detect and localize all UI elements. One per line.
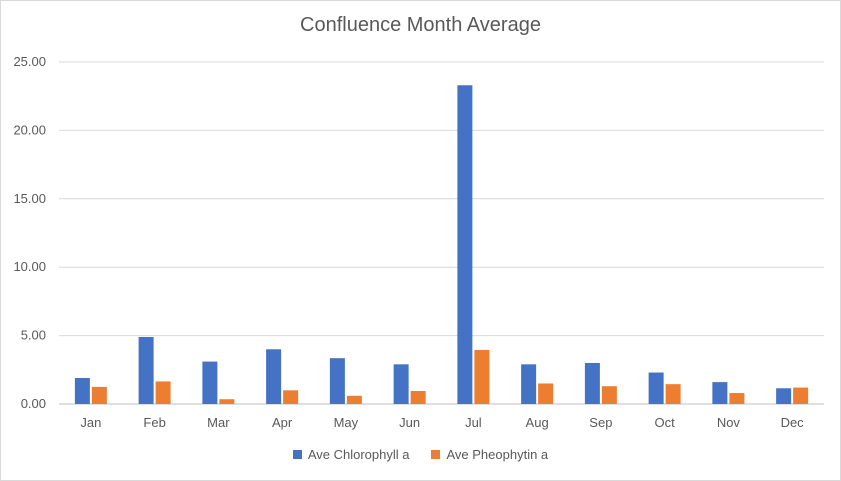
x-tick-label: Jun <box>399 415 420 430</box>
x-tick-label: Aug <box>526 415 549 430</box>
bar-chlorophyll-apr <box>266 349 282 404</box>
legend-item-chlorophyll: Ave Chlorophyll a <box>292 447 410 462</box>
x-tick-label: Oct <box>655 415 676 430</box>
bar-pheophytin-oct <box>665 384 681 404</box>
legend-label-pheophytin: Ave Pheophytin a <box>446 447 549 462</box>
bar-pheophytin-nov <box>729 393 745 404</box>
bar-pheophytin-may <box>346 395 362 404</box>
bar-pheophytin-jun <box>410 391 426 404</box>
bar-chlorophyll-nov <box>712 382 728 404</box>
bar-chlorophyll-oct <box>648 372 664 404</box>
y-tick-label: 5.00 <box>21 328 46 343</box>
bar-pheophytin-feb <box>155 381 171 404</box>
y-tick-label: 15.00 <box>13 191 46 206</box>
bar-chlorophyll-mar <box>202 361 218 404</box>
legend-swatch-pheophytin <box>431 450 441 459</box>
bar-chlorophyll-jan <box>74 378 90 404</box>
y-tick-label: 20.00 <box>13 122 46 137</box>
x-tick-label: Feb <box>143 415 165 430</box>
x-tick-label: Jan <box>80 415 101 430</box>
bar-chlorophyll-may <box>329 358 345 404</box>
x-tick-label: Mar <box>207 415 230 430</box>
bar-chlorophyll-dec <box>776 388 792 404</box>
bar-pheophytin-apr <box>283 390 299 404</box>
x-tick-label: Apr <box>272 415 293 430</box>
x-tick-label: Dec <box>781 415 805 430</box>
y-tick-label: 10.00 <box>13 259 46 274</box>
bar-chlorophyll-sep <box>584 362 600 404</box>
y-tick-label: 0.00 <box>21 396 46 411</box>
legend: Ave Chlorophyll a Ave Pheophytin a <box>0 447 841 462</box>
legend-swatch-chlorophyll <box>292 450 302 459</box>
x-tick-label: Sep <box>589 415 612 430</box>
bar-pheophytin-jul <box>474 349 490 404</box>
bar-chlorophyll-feb <box>138 336 154 404</box>
bar-pheophytin-sep <box>601 386 617 404</box>
bar-chlorophyll-aug <box>521 364 537 404</box>
x-tick-label: Jul <box>465 415 482 430</box>
bar-pheophytin-dec <box>793 387 809 404</box>
legend-item-pheophytin: Ave Pheophytin a <box>431 447 548 462</box>
x-tick-label: Nov <box>717 415 741 430</box>
chart-title: Confluence Month Average <box>300 14 541 36</box>
legend-label-chlorophyll: Ave Chlorophyll a <box>307 447 410 462</box>
y-tick-label: 25.00 <box>13 54 46 69</box>
bar-pheophytin-aug <box>538 383 554 404</box>
bar-pheophytin-jan <box>91 386 107 404</box>
bar-chlorophyll-jun <box>393 364 409 404</box>
x-tick-label: May <box>334 415 359 430</box>
bar-pheophytin-mar <box>219 399 235 404</box>
bar-chlorophyll-jul <box>457 85 473 405</box>
